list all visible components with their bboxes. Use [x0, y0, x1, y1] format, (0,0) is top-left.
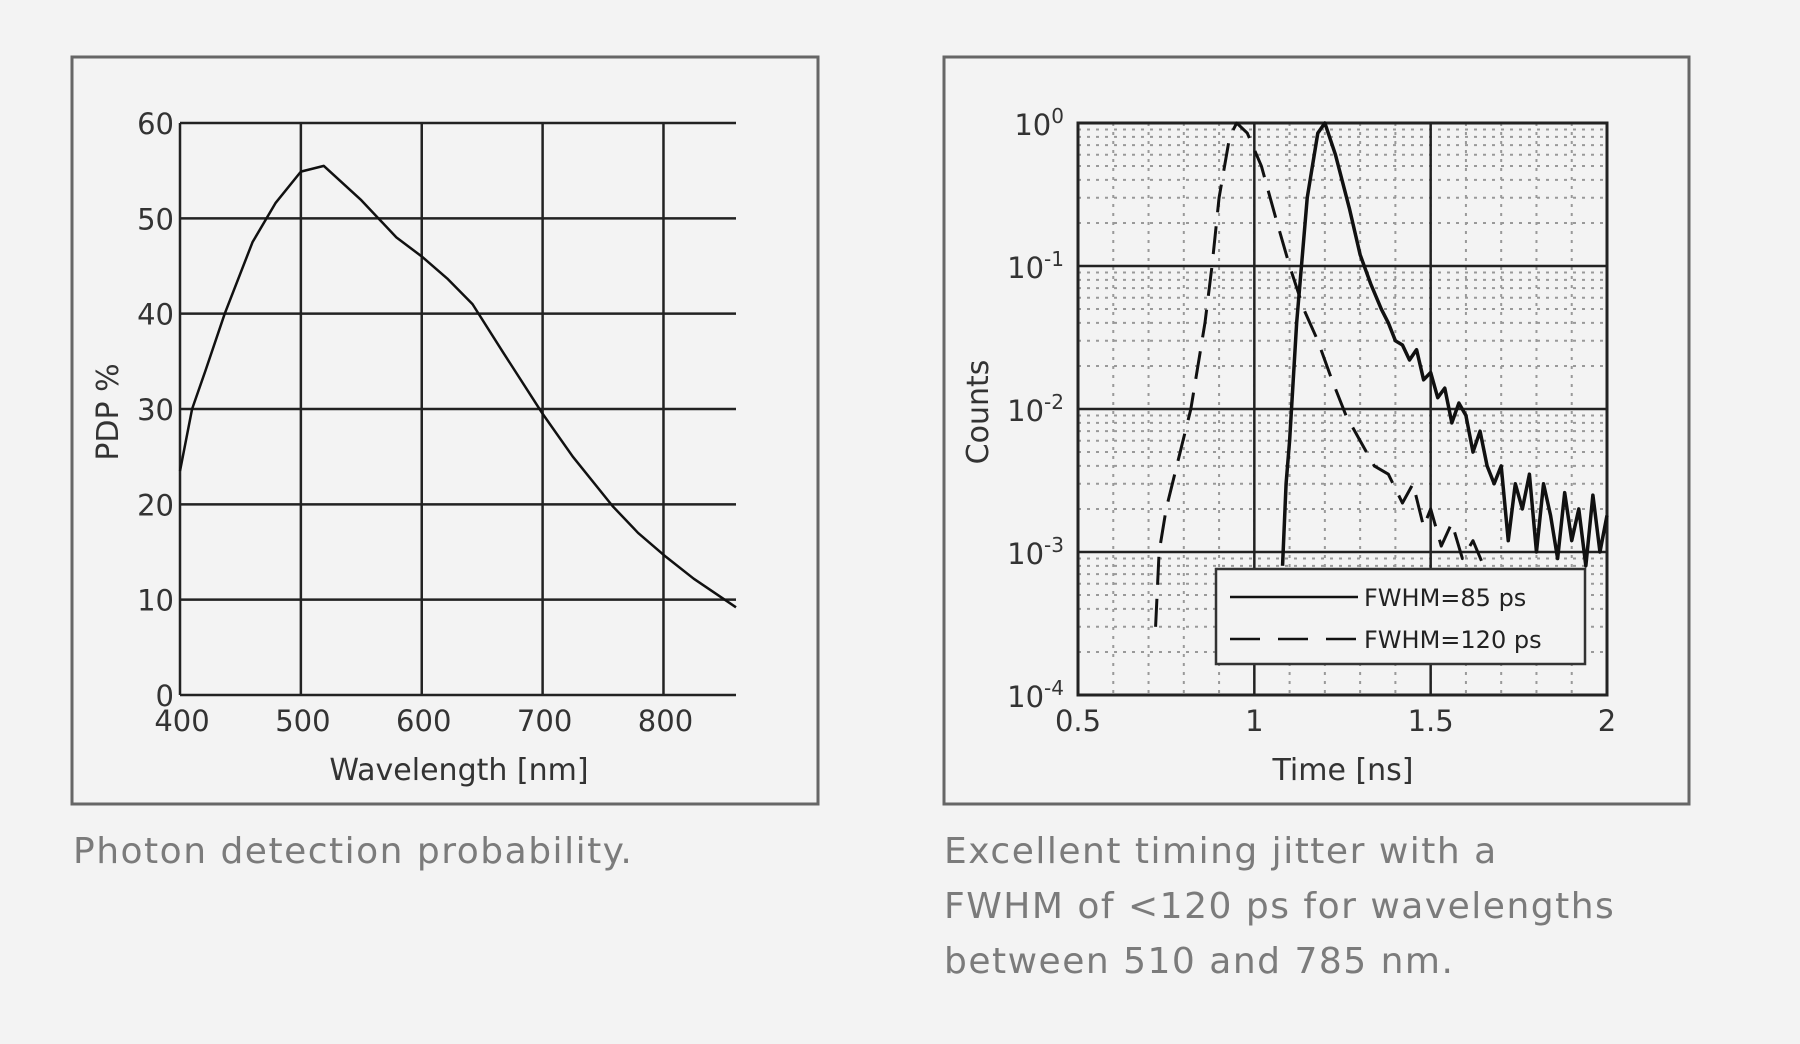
pdp-curve [178, 164, 737, 609]
pdp-x-tick-label: 700 [517, 704, 572, 738]
pdp-y-tick-label: 30 [137, 393, 174, 427]
timing-y-tick-label: 10-3 [1007, 533, 1064, 571]
pdp-chart: 0 10 20 30 40 50 60 400 500 600 700 800 Wavelength … [70, 55, 820, 806]
pdp-chart-frame [70, 55, 820, 806]
pdp-caption: Photon detection probability. [73, 831, 634, 872]
pdp-y-tick-label: 40 [137, 298, 174, 332]
timing-x-tick-label: 1.5 [1408, 704, 1454, 738]
timing-caption-line: Excellent timing jitter with a [944, 831, 1498, 872]
timing-caption-line: FWHM of <120 ps for wavelengths [944, 886, 1616, 927]
timing-plot-border [1076, 121, 1609, 697]
timing-y-tick-label: 10-2 [1007, 390, 1064, 428]
timing-x-tick-label: 2 [1598, 704, 1616, 738]
pdp-x-tick-label: 500 [275, 704, 330, 738]
timing-chart-frame [942, 55, 1691, 806]
timing-caption-line: between 510 and 785 nm. [944, 941, 1455, 982]
pdp-y-tick-label: 60 [137, 107, 174, 141]
legend-label: FWHM=85 ps [1364, 584, 1526, 612]
timing-x-tick-label: 1 [1245, 704, 1263, 738]
pdp-y-tick-label: 50 [137, 202, 174, 236]
legend-box [1214, 567, 1587, 666]
legend: FWHM=85 ps FWHM=120 ps [1214, 567, 1587, 666]
timing-x-axis-label: Time [ns] [1271, 753, 1413, 788]
timing-caption: Excellent timing jitter with a FWHM of <… [944, 824, 1704, 989]
pdp-y-tick-label: 10 [137, 584, 174, 618]
timing-x-tick-label: 0.5 [1055, 704, 1101, 738]
legend-label: FWHM=120 ps [1364, 626, 1542, 654]
pdp-y-axis-label: PDP % [91, 363, 126, 460]
fwhm-120-series-line [1154, 121, 1485, 627]
pdp-y-tick-label: 20 [137, 488, 174, 522]
timing-y-tick-label: 100 [1014, 104, 1064, 142]
pdp-x-tick-label: 800 [638, 704, 693, 738]
pdp-y-tick-label: 0 [156, 679, 174, 713]
timing-y-axis-label: Counts [961, 360, 996, 465]
timing-y-tick-label: 10-1 [1007, 247, 1064, 285]
pdp-x-axis-label: Wavelength [nm] [329, 753, 588, 788]
pdp-x-tick-label: 600 [396, 704, 451, 738]
fwhm-85-series-line [1280, 121, 1609, 568]
pdp-x-tick-label: 400 [154, 704, 209, 738]
